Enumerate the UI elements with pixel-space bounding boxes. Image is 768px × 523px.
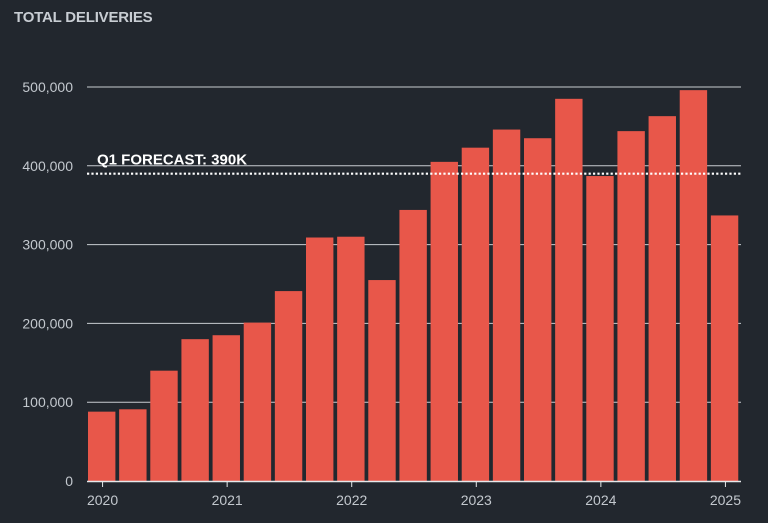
bar xyxy=(274,291,303,481)
bar xyxy=(679,90,708,481)
x-tick-label: 2025 xyxy=(710,492,741,508)
bar xyxy=(430,161,458,482)
x-tick-label: 2023 xyxy=(461,492,492,508)
bar xyxy=(524,138,552,481)
bar xyxy=(648,116,676,481)
bars xyxy=(88,90,739,482)
bar xyxy=(150,370,178,481)
chart-title: TOTAL DELIVERIES xyxy=(14,9,153,26)
y-tick-label: 300,000 xyxy=(22,237,73,253)
forecast-label: Q1 FORECAST: 390K xyxy=(97,152,247,169)
bar xyxy=(119,409,147,481)
x-tick-label: 2024 xyxy=(585,492,616,508)
x-tick-label: 2022 xyxy=(336,492,367,508)
bar xyxy=(586,176,614,481)
y-tick-label: 200,000 xyxy=(22,315,73,331)
bar xyxy=(710,215,739,481)
bar xyxy=(461,147,490,481)
y-tick-label: 0 xyxy=(65,473,73,489)
bar xyxy=(306,237,334,481)
bar xyxy=(368,280,396,481)
bar xyxy=(492,129,521,481)
bar xyxy=(337,236,365,481)
forecast-reference: Q1 FORECAST: 390K xyxy=(87,152,741,175)
bar xyxy=(88,411,116,481)
y-tick-label: 400,000 xyxy=(22,158,73,174)
axes: 0 100,000 200,000 300,000 400,000 500,000 2020… xyxy=(22,79,741,508)
x-tick-label: 2021 xyxy=(212,492,243,508)
x-tick-label: 2020 xyxy=(87,492,118,508)
bar xyxy=(212,335,240,481)
bar xyxy=(181,339,209,481)
bar xyxy=(617,131,645,482)
y-tick-label: 500,000 xyxy=(22,79,73,95)
bar xyxy=(243,322,272,481)
bar xyxy=(555,98,583,481)
bar xyxy=(399,209,427,482)
y-tick-label: 100,000 xyxy=(22,394,73,410)
